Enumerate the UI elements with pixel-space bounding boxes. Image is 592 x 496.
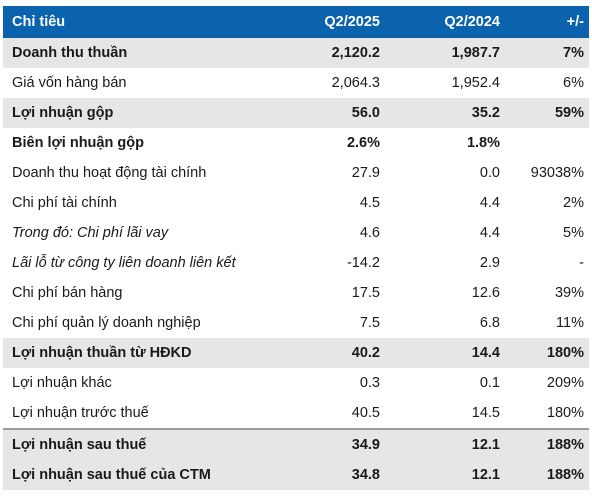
- row-label: Biên lợi nhuận gộp: [12, 135, 144, 151]
- value-q2-2025: 40.5: [351, 405, 380, 421]
- value-change: 5%: [563, 225, 584, 241]
- value-change: 11%: [556, 315, 584, 331]
- value-change: 188%: [505, 460, 589, 490]
- value-q2-2024: 1,987.7: [385, 38, 505, 68]
- value-q2-2024: 12.6: [471, 285, 500, 301]
- table-row: Lợi nhuận thuần từ HĐKD 40.2 14.4 180%: [3, 338, 589, 368]
- value-change: -: [579, 255, 584, 271]
- table-row: Chi phí quản lý doanh nghiệp 7.5 6.8 11%: [3, 308, 589, 338]
- row-label: Giá vốn hàng bán: [12, 75, 127, 91]
- row-label: Chi phí quản lý doanh nghiệp: [12, 315, 201, 331]
- row-label: Lợi nhuận khác: [12, 375, 112, 391]
- value-q2-2025: 2,064.3: [331, 75, 380, 91]
- value-q2-2025: 56.0: [285, 98, 385, 128]
- table-row: Lãi lỗ từ công ty liên doanh liên kết -14…: [3, 248, 589, 278]
- table-header: Chỉ tiêu Q2/2025 Q2/2024 +/-: [3, 6, 589, 38]
- row-label: Lợi nhuận thuần từ HĐKD: [3, 338, 285, 368]
- value-q2-2024: 2.9: [479, 255, 500, 271]
- header-q2-2024: Q2/2024: [385, 6, 505, 38]
- row-label: Lãi lỗ từ công ty liên doanh liên kết: [12, 255, 236, 271]
- value-change: 39%: [554, 285, 584, 301]
- value-q2-2024: 12.1: [385, 428, 505, 460]
- value-q2-2024: 14.5: [471, 405, 500, 421]
- value-q2-2025: -14.2: [346, 255, 380, 271]
- header-q2-2025: Q2/2025: [285, 6, 385, 38]
- header-indicator: Chỉ tiêu: [3, 6, 285, 38]
- value-q2-2024: 6.8: [479, 315, 500, 331]
- row-label: Lợi nhuận trước thuế: [12, 405, 149, 421]
- value-change: 2%: [563, 195, 584, 211]
- header-change: +/-: [505, 6, 589, 38]
- value-q2-2025: 7.5: [359, 315, 380, 331]
- income-statement-table: Chỉ tiêu Q2/2025 Q2/2024 +/- Doanh thu t…: [3, 6, 589, 490]
- value-q2-2025: 4.6: [359, 225, 380, 241]
- value-q2-2025: 4.5: [359, 195, 380, 211]
- value-q2-2025: 2.6%: [346, 135, 380, 151]
- value-q2-2024: 0.0: [479, 165, 500, 181]
- value-q2-2025: 40.2: [285, 338, 385, 368]
- row-label: Doanh thu thuần: [3, 38, 285, 68]
- table-row: Trong đó: Chi phí lãi vay 4.6 4.4 5%: [3, 218, 589, 248]
- table-body: Doanh thu thuần 2,120.2 1,987.7 7% Giá vốn …: [3, 38, 589, 490]
- value-q2-2024: 1,952.4: [451, 75, 500, 91]
- table-row: Chi phí bán hàng 17.5 12.6 39%: [3, 278, 589, 308]
- value-change: 188%: [505, 428, 589, 460]
- value-change: 93038%: [530, 165, 584, 181]
- value-q2-2025: 17.5: [351, 285, 380, 301]
- table-row: Lợi nhuận gộp 56.0 35.2 59%: [3, 98, 589, 128]
- row-label: Lợi nhuận gộp: [3, 98, 285, 128]
- value-change: 6%: [563, 75, 584, 91]
- value-change: 209%: [546, 375, 584, 391]
- value-change: 180%: [505, 338, 589, 368]
- value-q2-2025: 2,120.2: [285, 38, 385, 68]
- table-row: Lợi nhuận sau thuế của CTM 34.8 12.1 188%: [3, 460, 589, 490]
- row-label: Trong đó: Chi phí lãi vay: [12, 225, 169, 241]
- value-q2-2024: 4.4: [479, 225, 500, 241]
- row-label: Lợi nhuận sau thuế của CTM: [3, 460, 285, 490]
- value-change: [505, 128, 589, 158]
- table-row: Lợi nhuận khác 0.3 0.1 209%: [3, 368, 589, 398]
- table-row: Lợi nhuận sau thuế 34.9 12.1 188%: [3, 428, 589, 460]
- table-row: Biên lợi nhuận gộp 2.6% 1.8%: [3, 128, 589, 158]
- table-row: Chi phí tài chính 4.5 4.4 2%: [3, 188, 589, 218]
- row-label: Chi phí bán hàng: [12, 285, 123, 301]
- value-q2-2024: 0.1: [479, 375, 500, 391]
- value-q2-2024: 12.1: [385, 460, 505, 490]
- value-q2-2024: 14.4: [385, 338, 505, 368]
- row-label: Doanh thu hoạt động tài chính: [12, 165, 207, 181]
- table-row: Doanh thu thuần 2,120.2 1,987.7 7%: [3, 38, 589, 68]
- value-change: 180%: [546, 405, 584, 421]
- value-q2-2024: 1.8%: [466, 135, 500, 151]
- value-change: 59%: [505, 98, 589, 128]
- value-q2-2025: 27.9: [351, 165, 380, 181]
- value-q2-2025: 0.3: [359, 375, 380, 391]
- value-q2-2025: 34.8: [285, 460, 385, 490]
- table-row: Doanh thu hoạt động tài chính 27.9 0.0 9303…: [3, 158, 589, 188]
- row-label: Lợi nhuận sau thuế: [3, 428, 285, 460]
- value-change: 7%: [505, 38, 589, 68]
- value-q2-2024: 4.4: [479, 195, 500, 211]
- header-row: Chỉ tiêu Q2/2025 Q2/2024 +/-: [3, 6, 589, 38]
- table-row: Lợi nhuận trước thuế 40.5 14.5 180%: [3, 398, 589, 429]
- value-q2-2025: 34.9: [285, 428, 385, 460]
- value-q2-2024: 35.2: [385, 98, 505, 128]
- table-row: Giá vốn hàng bán 2,064.3 1,952.4 6%: [3, 68, 589, 98]
- row-label: Chi phí tài chính: [12, 195, 117, 211]
